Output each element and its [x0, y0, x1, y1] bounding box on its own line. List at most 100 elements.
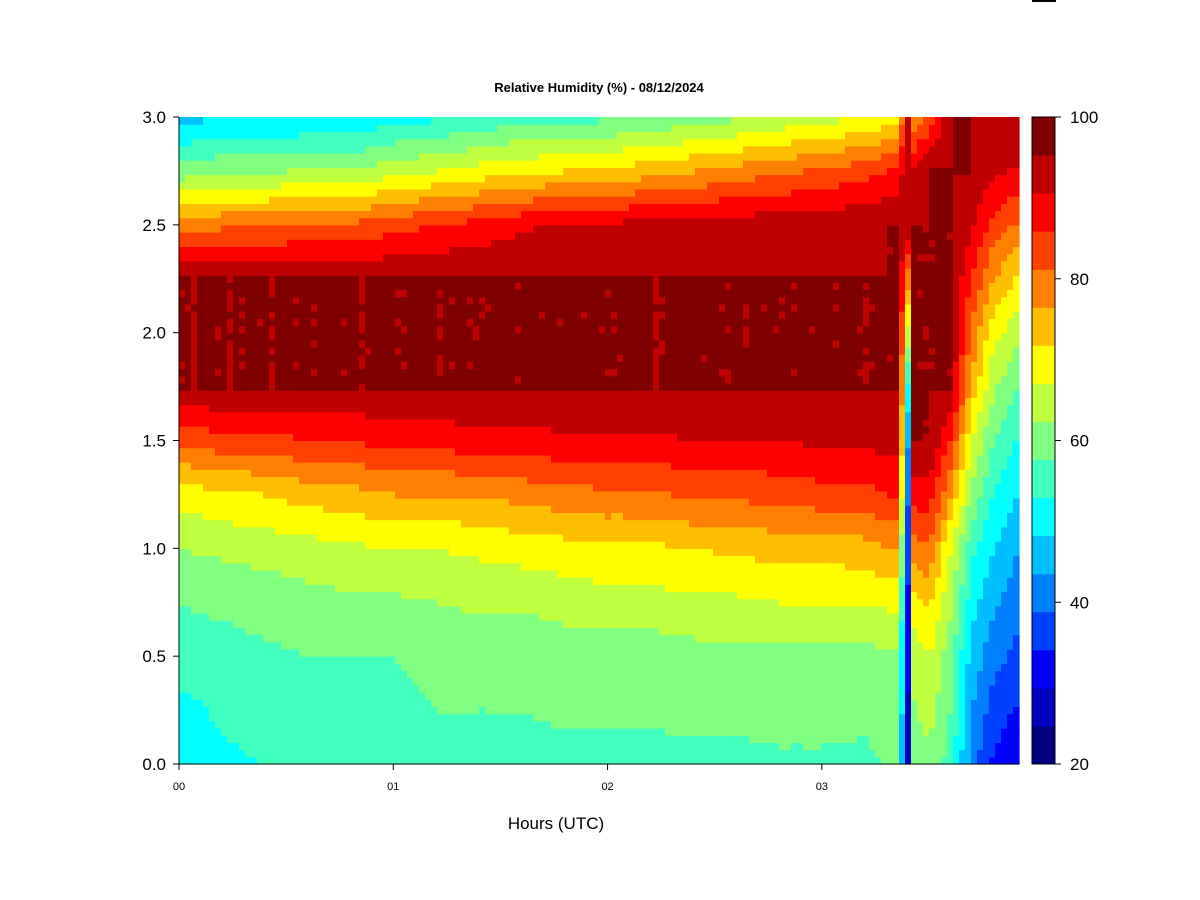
- heatmap-cell: [185, 368, 192, 377]
- heatmap-cell: [281, 735, 288, 744]
- heatmap-cell: [425, 548, 432, 557]
- heatmap-cell: [317, 440, 324, 449]
- heatmap-cell: [485, 368, 492, 377]
- heatmap-cell: [449, 224, 456, 233]
- heatmap-cell: [413, 692, 420, 700]
- heatmap-cell: [461, 742, 468, 751]
- heatmap-cell: [335, 361, 342, 370]
- heatmap-cell: [245, 167, 252, 176]
- heatmap-cell: [335, 382, 342, 391]
- heatmap-cell: [359, 318, 366, 327]
- heatmap-cell: [287, 555, 294, 564]
- heatmap-cell: [365, 469, 372, 478]
- heatmap-cell: [275, 275, 282, 283]
- heatmap-cell: [233, 605, 240, 614]
- heatmap-cell: [449, 382, 456, 391]
- heatmap-cell: [395, 569, 402, 578]
- heatmap-cell: [455, 375, 462, 384]
- heatmap-cell: [485, 591, 492, 600]
- heatmap-cell: [209, 620, 216, 629]
- heatmap-cell: [413, 684, 420, 693]
- heatmap-cell: [377, 167, 384, 176]
- heatmap-cell: [209, 210, 216, 219]
- heatmap-cell: [275, 375, 282, 384]
- heatmap-cell: [401, 483, 408, 492]
- heatmap-cell: [413, 397, 420, 406]
- heatmap-cell: [389, 454, 396, 463]
- heatmap-cell: [281, 519, 288, 528]
- heatmap-cell: [503, 490, 510, 499]
- heatmap-cell: [395, 239, 402, 247]
- heatmap-cell: [203, 728, 210, 736]
- heatmap-cell: [359, 663, 366, 672]
- heatmap-cell: [395, 533, 402, 542]
- heatmap-cell: [185, 447, 192, 456]
- heatmap-cell: [419, 706, 426, 715]
- heatmap-cell: [191, 339, 198, 348]
- heatmap-cell: [263, 447, 270, 456]
- heatmap-cell: [353, 210, 360, 219]
- heatmap-cell: [491, 145, 498, 154]
- heatmap-cell: [185, 562, 192, 571]
- heatmap-cell: [239, 303, 246, 312]
- heatmap-cell: [203, 418, 210, 427]
- heatmap-cell: [491, 174, 498, 183]
- heatmap-cell: [473, 591, 480, 600]
- heatmap-cell: [425, 742, 432, 751]
- heatmap-cell: [407, 541, 414, 549]
- heatmap-cell: [281, 426, 288, 434]
- heatmap-cell: [239, 232, 246, 240]
- heatmap-cell: [341, 289, 348, 298]
- heatmap-cell: [341, 311, 348, 319]
- heatmap-cell: [407, 332, 414, 341]
- heatmap-cell: [377, 188, 384, 197]
- heatmap-cell: [383, 447, 390, 456]
- heatmap-cell: [311, 368, 318, 377]
- heatmap-cell: [239, 699, 246, 708]
- heatmap-cell: [323, 152, 330, 161]
- heatmap-cell: [419, 217, 426, 226]
- heatmap-cell: [425, 354, 432, 363]
- heatmap-cell: [251, 613, 258, 621]
- heatmap-cell: [179, 684, 186, 693]
- heatmap-cell: [437, 720, 444, 729]
- heatmap-cell: [485, 397, 492, 406]
- heatmap-cell: [281, 620, 288, 629]
- heatmap-cell: [389, 526, 396, 535]
- heatmap-cell: [413, 232, 420, 240]
- heatmap-cell: [179, 282, 186, 291]
- heatmap-cell: [221, 332, 228, 341]
- heatmap-cell: [287, 519, 294, 528]
- heatmap-cell: [281, 706, 288, 715]
- heatmap-cell: [347, 634, 354, 643]
- heatmap-cell: [185, 382, 192, 391]
- heatmap-cell: [503, 354, 510, 363]
- heatmap-cell: [389, 577, 396, 585]
- heatmap-cell: [395, 196, 402, 204]
- heatmap-cell: [239, 541, 246, 549]
- heatmap-cell: [275, 390, 282, 398]
- heatmap-cell: [269, 577, 276, 585]
- heatmap-cell: [359, 577, 366, 585]
- heatmap-cell: [335, 145, 342, 154]
- heatmap-cell: [413, 677, 420, 686]
- heatmap-cell: [419, 641, 426, 650]
- heatmap-cell: [215, 648, 222, 657]
- heatmap-cell: [455, 627, 462, 636]
- heatmap-cell: [401, 246, 408, 255]
- heatmap-cell: [347, 217, 354, 226]
- heatmap-cell: [473, 124, 480, 132]
- heatmap-cell: [287, 454, 294, 463]
- heatmap-cell: [311, 325, 318, 334]
- heatmap-cell: [257, 541, 264, 549]
- heatmap-cell: [467, 260, 474, 269]
- heatmap-cell: [347, 368, 354, 377]
- heatmap-cell: [305, 548, 312, 557]
- heatmap-cell: [353, 196, 360, 204]
- heatmap-cell: [425, 433, 432, 442]
- heatmap-cell: [437, 239, 444, 247]
- heatmap-cell: [227, 483, 234, 492]
- heatmap-cell: [431, 548, 438, 557]
- heatmap-cell: [269, 411, 276, 420]
- heatmap-cell: [395, 699, 402, 708]
